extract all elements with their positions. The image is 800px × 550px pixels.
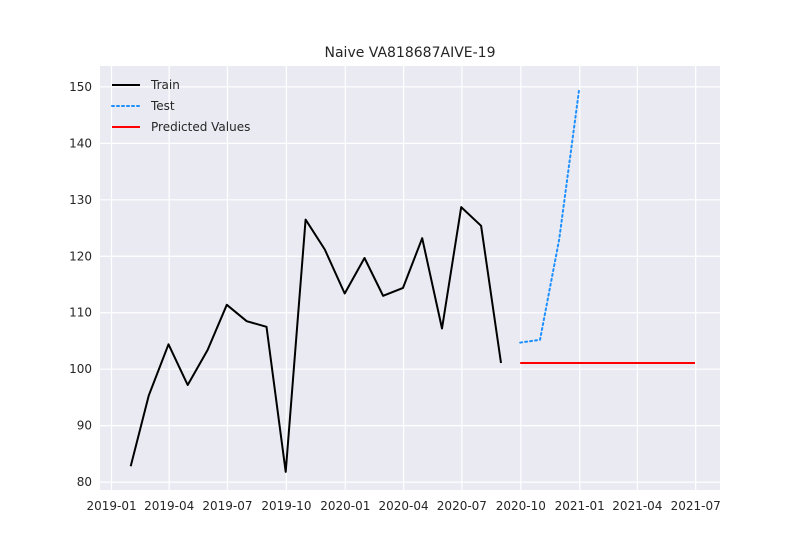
series-line-1: [519, 88, 581, 344]
series-lines: [129, 88, 695, 473]
legend-label-1: Test: [150, 99, 175, 113]
x-tick-label: 2020-07: [437, 499, 487, 513]
legend: Train Test Predicted Values: [111, 78, 250, 134]
x-tick-label: 2019-07: [202, 499, 252, 513]
y-tick-label: 100: [69, 362, 92, 376]
chart-title: Naive VA818687AIVE-19: [325, 45, 496, 61]
x-tick-label: 2021-01: [555, 499, 605, 513]
y-tick-label: 130: [69, 193, 92, 207]
x-axis: 2019-01 2019-04 2019-07 2019-10 2020-01 2020-…: [86, 499, 720, 513]
y-axis: 80 90 100 110 120 130 140 150: [69, 80, 92, 489]
y-tick-label: 140: [69, 136, 92, 150]
y-tick-label: 90: [77, 419, 92, 433]
legend-label-2: Predicted Values: [151, 120, 250, 134]
x-tick-label: 2020-04: [379, 499, 429, 513]
y-tick-label: 150: [69, 80, 92, 94]
grid: [100, 66, 720, 490]
plot-area: [100, 66, 720, 490]
x-tick-label: 2021-07: [671, 499, 721, 513]
x-tick-label: 2019-10: [261, 499, 311, 513]
x-tick-label: 2020-10: [496, 499, 546, 513]
x-tick-label: 2020-01: [320, 499, 370, 513]
legend-label-0: Train: [150, 78, 180, 92]
series-line-0: [129, 206, 502, 473]
y-tick-label: 120: [69, 249, 92, 263]
x-tick-label: 2021-04: [612, 499, 662, 513]
y-tick-label: 80: [77, 475, 92, 489]
x-tick-label: 2019-01: [86, 499, 136, 513]
x-tick-label: 2019-04: [144, 499, 194, 513]
y-tick-label: 110: [69, 306, 92, 320]
